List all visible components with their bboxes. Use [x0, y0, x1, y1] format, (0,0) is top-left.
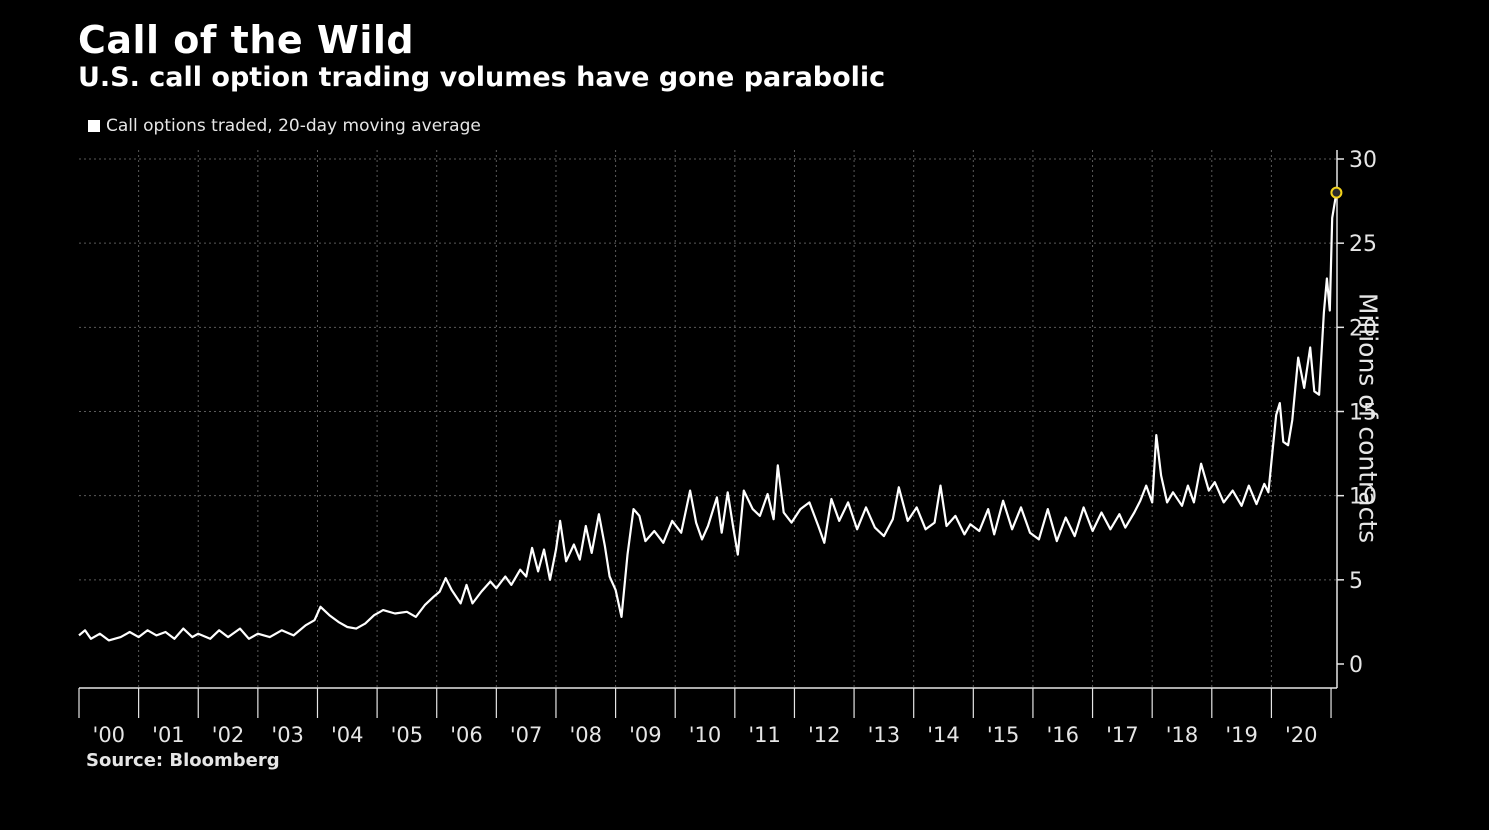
x-tick-label: '20 [1285, 723, 1318, 747]
legend: Call options traded, 20-day moving avera… [88, 116, 481, 136]
y-tick-label: 10 [1349, 485, 1377, 510]
x-tick-label: '07 [510, 723, 543, 747]
x-tick-label: '16 [1046, 723, 1079, 747]
x-tick-label: '19 [1225, 723, 1258, 747]
y-axis-title: Millions of contracts [1353, 292, 1383, 544]
x-tick-label: '08 [570, 723, 603, 747]
legend-swatch [88, 120, 100, 132]
x-tick-label: '04 [331, 723, 364, 747]
x-tick-label: '00 [93, 723, 126, 747]
x-tick-label: '14 [927, 723, 960, 747]
latest-point-marker [1330, 186, 1343, 199]
y-tick-label: 15 [1349, 401, 1377, 426]
y-tick-label: 25 [1349, 232, 1377, 257]
x-tick-label: '15 [987, 723, 1020, 747]
x-tick-label: '09 [629, 723, 662, 747]
x-tick-label: '05 [391, 723, 424, 747]
x-tick-label: '12 [808, 723, 841, 747]
y-tick-label: 5 [1349, 569, 1363, 594]
x-tick-label: '06 [450, 723, 483, 747]
y-tick-label: 30 [1349, 148, 1377, 173]
legend-label: Call options traded, 20-day moving avera… [106, 116, 481, 136]
x-tick-label: '10 [689, 723, 722, 747]
x-tick-label: '02 [212, 723, 245, 747]
series-line [78, 192, 1338, 642]
y-tick-label: 0 [1349, 653, 1363, 678]
chart-title: Call of the Wild [78, 18, 415, 62]
y-tick-label: 20 [1349, 316, 1377, 341]
x-tick-label: '13 [868, 723, 901, 747]
x-tick-label: '03 [271, 723, 304, 747]
source-note: Source: Bloomberg [86, 750, 280, 771]
x-tick-label: '11 [748, 723, 781, 747]
x-tick-label: '01 [152, 723, 185, 747]
x-tick-label: '17 [1106, 723, 1139, 747]
chart-subtitle: U.S. call option trading volumes have go… [78, 62, 886, 93]
x-tick-label: '18 [1166, 723, 1199, 747]
